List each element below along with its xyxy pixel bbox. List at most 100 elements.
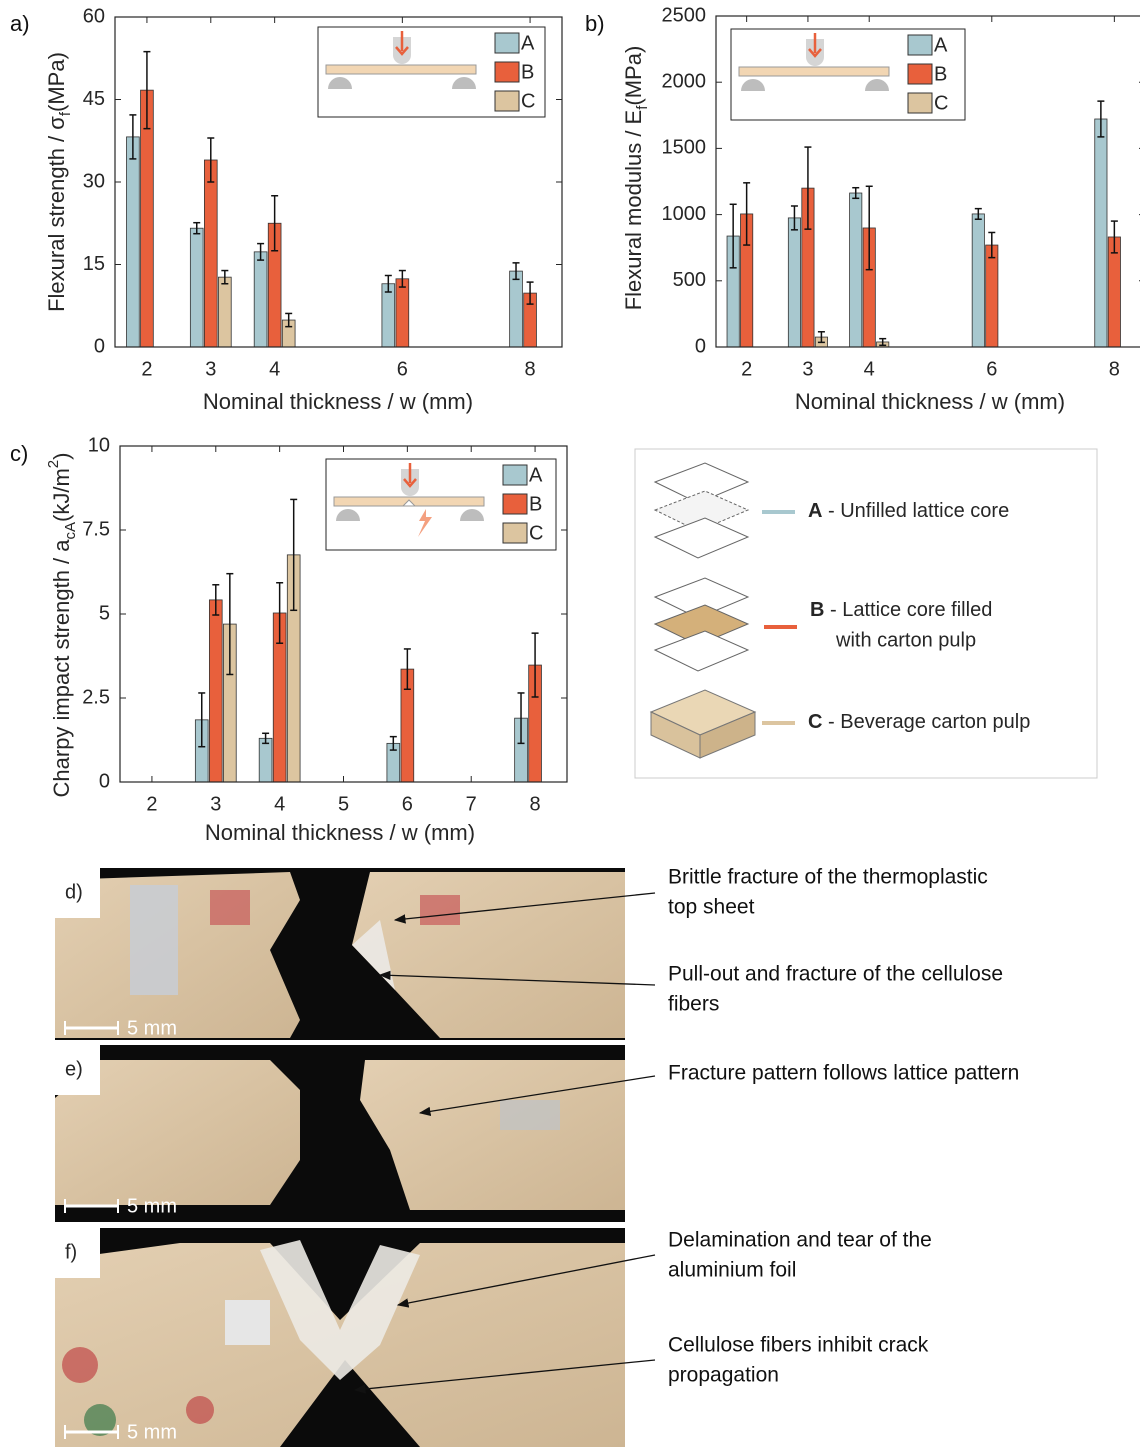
legend-item: C - Beverage carton pulp (808, 711, 1030, 733)
legend-swatch (908, 93, 932, 113)
y-tick-label: 7.5 (82, 518, 110, 540)
x-tick-label: 8 (525, 358, 536, 380)
legend-text: - Unfilled lattice core (828, 500, 1009, 522)
x-tick-label: 4 (274, 793, 285, 815)
bar (972, 214, 984, 347)
inset-beam (326, 65, 476, 74)
panel-label: a) (10, 11, 30, 36)
y-tick-label: 60 (83, 5, 105, 27)
legend-item: B - Lattice core filled (810, 599, 992, 621)
bar (204, 160, 217, 347)
y-label-unit: (kJ/m (49, 468, 74, 522)
annotation: aluminium foil (668, 1259, 796, 1282)
x-tick-label: 6 (986, 358, 997, 380)
bar (218, 277, 231, 347)
x-axis-label: Nominal thickness / w (mm) (795, 389, 1065, 414)
legend-text: - Beverage carton pulp (828, 711, 1030, 733)
legend-swatch (495, 62, 519, 82)
bar (788, 218, 800, 347)
y-label-sub: cA (62, 522, 79, 540)
legend-label: C (521, 90, 535, 112)
x-tick-label: 8 (530, 793, 541, 815)
photo-label: e) (65, 1058, 83, 1080)
bar (126, 137, 139, 347)
bar (1095, 119, 1107, 347)
legend-item: A - Unfilled lattice core (808, 500, 1009, 522)
panel-label: c) (10, 441, 28, 466)
scale-label: 5 mm (127, 1017, 177, 1039)
annotation: Delamination and tear of the (668, 1229, 932, 1252)
annotation: Pull-out and fracture of the cellulose (668, 963, 1003, 986)
y-label-text: Flexural modulus / E (621, 110, 646, 311)
y-tick-label: 500 (673, 269, 706, 291)
bar (382, 284, 395, 347)
legend-swatch (503, 523, 527, 543)
legend-swatch (503, 494, 527, 514)
bar (254, 252, 267, 347)
y-label-unit: (MPa) (621, 46, 646, 106)
x-axis-label: Nominal thickness / w (mm) (203, 389, 473, 414)
y-tick-label: 0 (94, 335, 105, 357)
x-tick-label: 7 (466, 793, 477, 815)
legend-label: B (529, 493, 542, 515)
y-tick-label: 0 (695, 335, 706, 357)
bar (190, 228, 203, 347)
x-tick-label: 6 (402, 793, 413, 815)
scale-label: 5 mm (127, 1195, 177, 1217)
photo-f (55, 1228, 625, 1447)
figure: a) b) c) Nominal thickness / w (mm) Nomi… (0, 0, 1140, 1447)
y-tick-label: 30 (83, 170, 105, 192)
y-axis-label: Flexural modulus / Ef(MPa) (621, 46, 652, 311)
panel-label: b) (585, 11, 605, 36)
annotation: Brittle fracture of the thermoplastic (668, 866, 988, 889)
x-tick-label: 6 (397, 358, 408, 380)
annotation: Cellulose fibers inhibit crack (668, 1334, 929, 1357)
y-tick-label: 10 (88, 434, 110, 456)
legend-swatch (908, 64, 932, 84)
y-tick-label: 1000 (662, 203, 707, 225)
x-tick-label: 2 (146, 793, 157, 815)
y-tick-label: 15 (83, 253, 105, 275)
x-tick-label: 2 (141, 358, 152, 380)
page: Figure html, body { margin: 0; padding: … (0, 0, 1140, 1447)
inset-beam (739, 67, 889, 76)
x-tick-label: 5 (338, 793, 349, 815)
x-tick-label: 4 (269, 358, 280, 380)
y-tick-label: 1500 (662, 137, 707, 159)
y-label-text: Flexural strength / σ (44, 116, 69, 312)
legend-label: C (934, 92, 948, 114)
legend-label: B (521, 61, 534, 83)
bar (850, 193, 862, 347)
legend-label: B (934, 63, 947, 85)
legend-label: C (529, 522, 543, 544)
legend-swatch (503, 465, 527, 485)
legend-key: C (808, 711, 822, 733)
legend-swatch (495, 33, 519, 53)
y-tick-label: 0 (99, 770, 110, 792)
bar (510, 271, 523, 347)
legend-swatch (495, 91, 519, 111)
photo-label: f) (65, 1241, 77, 1263)
page-body: {"chart_data": [ {"type": "bar", "panel"… (0, 0, 1140, 1447)
bar (259, 738, 272, 782)
legend-label: A (529, 464, 543, 486)
legend-text: - Lattice core filled (830, 599, 992, 621)
x-tick-label: 8 (1109, 358, 1120, 380)
photo-label-box (55, 1228, 100, 1278)
bar (986, 245, 998, 347)
legend-swatch (908, 35, 932, 55)
legend-key: B (810, 599, 824, 621)
y-label-unit: ) (49, 453, 74, 460)
y-axis-label: Flexural strength / σf(MPa) (44, 52, 75, 312)
annotation: fibers (668, 993, 719, 1016)
x-tick-label: 3 (205, 358, 216, 380)
photo-d (55, 868, 625, 1040)
y-axis-label: Charpy impact strength / acA(kJ/m2) (45, 453, 79, 798)
y-label-unit: (MPa) (44, 52, 69, 112)
bar (396, 279, 409, 347)
y-label-text: Charpy impact strength / a (49, 539, 74, 798)
y-label-sup: 2 (45, 460, 62, 468)
y-tick-label: 5 (99, 602, 110, 624)
y-tick-label: 2000 (662, 70, 707, 92)
x-tick-label: 3 (802, 358, 813, 380)
